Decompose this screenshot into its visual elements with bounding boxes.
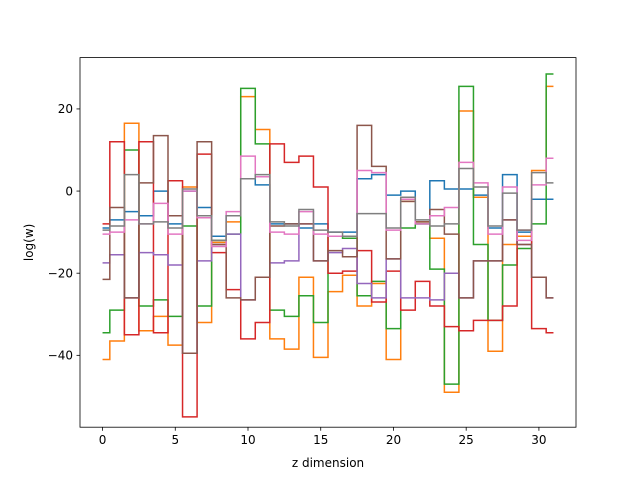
plot-frame bbox=[79, 57, 577, 428]
y-tick-label: −20 bbox=[48, 266, 73, 280]
x-axis: 0 5 10 15 20 25 30 bbox=[99, 427, 547, 447]
y-tick-label: 0 bbox=[65, 184, 73, 198]
series-layer bbox=[102, 73, 554, 418]
series-line-7 bbox=[102, 167, 554, 242]
y-tick-label: −40 bbox=[48, 349, 73, 363]
series-line-1 bbox=[102, 85, 554, 394]
x-tick-label: 30 bbox=[531, 433, 546, 447]
x-tick-label: 20 bbox=[386, 433, 401, 447]
y-axis: −40 −20 0 20 bbox=[48, 102, 80, 363]
series-line-2 bbox=[102, 73, 554, 385]
y-axis-label: log(w) bbox=[22, 224, 36, 261]
series-line-5 bbox=[102, 124, 554, 355]
series-line-6 bbox=[102, 155, 554, 248]
x-tick-label: 10 bbox=[240, 433, 255, 447]
x-tick-label: 0 bbox=[99, 433, 107, 447]
x-axis-label: z dimension bbox=[292, 456, 364, 470]
x-tick-label: 25 bbox=[459, 433, 474, 447]
x-tick-label: 5 bbox=[171, 433, 179, 447]
x-tick-label: 15 bbox=[313, 433, 328, 447]
series-line-0 bbox=[102, 173, 554, 237]
y-tick-label: 20 bbox=[58, 102, 73, 116]
series-line-3 bbox=[102, 141, 554, 418]
